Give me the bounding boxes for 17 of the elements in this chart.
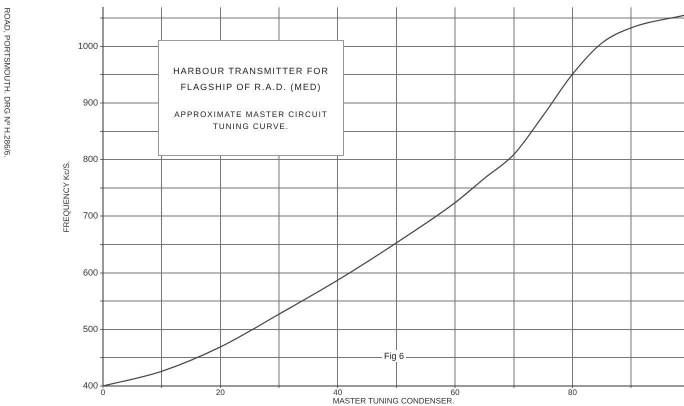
x-tick-label: 40	[333, 388, 343, 398]
notice-panel: HARBOUR TRANSMITTER FOR FLAGSHIP OF R.A.D. (MED) APPROXIMATE MASTER CIRCUIT TUNING CURVE.	[158, 40, 344, 156]
x-tick-label: 80	[568, 388, 578, 398]
annotation: Fig 6	[382, 350, 406, 362]
x-axis-title: MASTER TUNING CONDENSER.	[332, 396, 454, 406]
y-tick-label: 400	[82, 380, 98, 390]
x-tick-label: 20	[216, 388, 226, 398]
y-tick-label: 500	[82, 324, 98, 334]
y-tick-label: 600	[82, 267, 98, 278]
y-tick-label: 900	[82, 98, 98, 108]
y-tick-label: 800	[82, 154, 98, 164]
x-tick-label: 0	[100, 388, 106, 398]
text: ROAD, PORTSMOUTH. DRG Nº H.286/6.	[2, 8, 12, 160]
x-tick-label: 60	[450, 388, 460, 398]
y-tick-label: 1000	[78, 40, 98, 51]
y-tick-label: 700	[82, 210, 98, 221]
y-axis-title: FREQUENCY Kc/S.	[62, 160, 72, 232]
